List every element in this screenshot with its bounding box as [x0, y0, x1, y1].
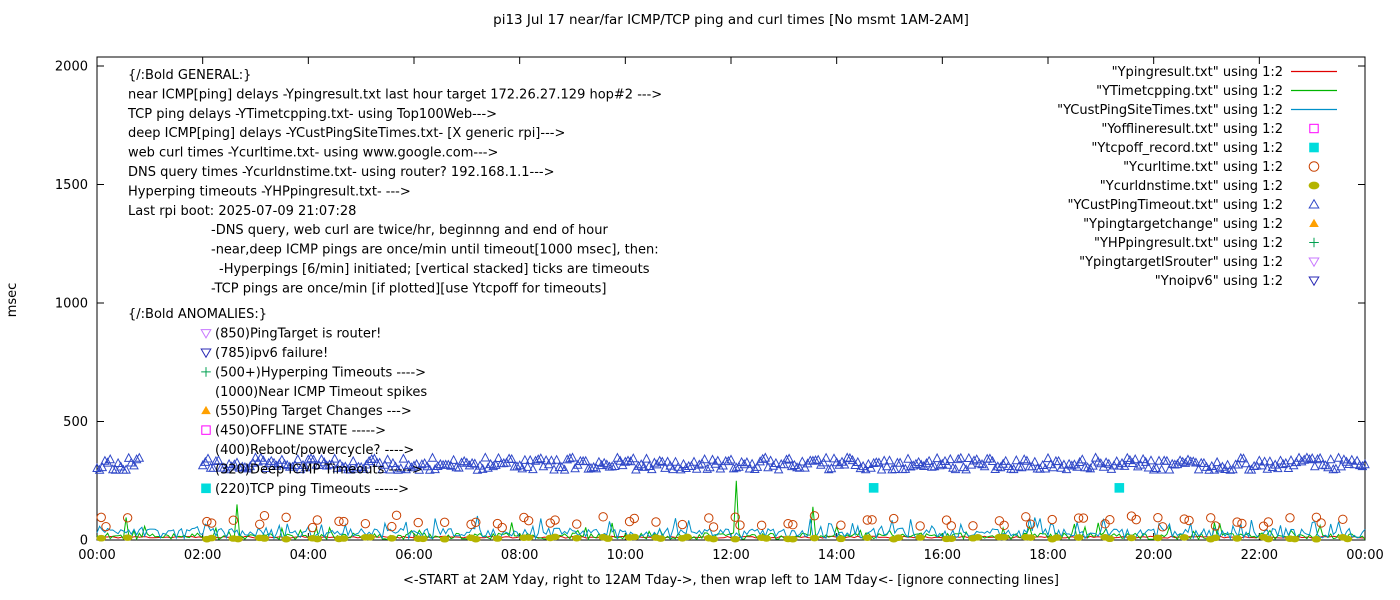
text-label: 500	[63, 415, 88, 430]
legend-item-Ynoipv6: "Ynoipv6" using 1:2	[1155, 274, 1320, 289]
legend-item-Ycurldnstime: "Ycurldnstime.txt" using 1:2	[1100, 179, 1320, 194]
legend-item-YCustPingSiteTimes: "YCustPingSiteTimes.txt" using 1:2	[1057, 103, 1337, 118]
text-label: (500+)Hyperping Timeouts ---->	[215, 365, 426, 380]
text-label: -near,deep ICMP pings are once/min until…	[211, 243, 659, 258]
text-label: "Yofflineresult.txt" using 1:2	[1101, 122, 1283, 137]
legend-item-Ypingresult: "Ypingresult.txt" using 1:2	[1112, 65, 1337, 80]
y-axis-label: msec	[5, 283, 20, 318]
text-label: "Ycurltime.txt" using 1:2	[1123, 160, 1283, 175]
text-label: Hyperping timeouts -YHPpingresult.txt- -…	[128, 184, 411, 199]
series-Ycurltime	[96, 510, 1348, 533]
text-label: 2000	[55, 60, 88, 75]
text-label: "Ycurldnstime.txt" using 1:2	[1100, 179, 1283, 194]
text-label: (1000)Near ICMP Timeout spikes	[215, 385, 427, 400]
text-label: "YHPpingresult.txt" using 1:2	[1094, 236, 1283, 251]
text-label: web curl times -Ycurltime.txt- using www…	[128, 146, 498, 161]
text-label: 18:00	[1029, 548, 1066, 563]
series-YCustPingTimeout	[92, 452, 1370, 474]
text-label: 0	[80, 534, 88, 549]
legend-item-YpingtargetISrouter: "YpingtargetISrouter" using 1:2	[1079, 255, 1320, 270]
text-label: Last rpi boot: 2025-07-09 21:07:28	[128, 204, 356, 219]
legend-item-YHPpingresult: "YHPpingresult.txt" using 1:2	[1094, 236, 1319, 251]
legend-item-Yofflineresult: "Yofflineresult.txt" using 1:2	[1101, 122, 1319, 137]
text-label: "Ynoipv6" using 1:2	[1155, 274, 1283, 289]
text-label: "YpingtargetISrouter" using 1:2	[1079, 255, 1283, 270]
text-label: "YCustPingTimeout.txt" using 1:2	[1068, 198, 1283, 213]
text-label: -Hyperpings [6/min] initiated; [vertical…	[219, 262, 650, 277]
text-label: 02:00	[184, 548, 221, 563]
text-label: "Ypingtargetchange" using 1:2	[1083, 217, 1283, 232]
annotations: {/:Bold GENERAL:} near ICMP[ping] delays …	[127, 68, 662, 497]
text-label: (550)Ping Target Changes --->	[215, 404, 412, 419]
text-label: 20:00	[1135, 548, 1172, 563]
series-Ycurldnstime	[96, 533, 1353, 543]
text-label: 1500	[55, 178, 88, 193]
text-label: {/:Bold ANOMALIES:}	[128, 307, 267, 322]
text-label: (785)ipv6 failure!	[215, 346, 328, 361]
text-label: (850)PingTarget is router!	[215, 327, 381, 342]
text-label: 00:00	[1346, 548, 1383, 563]
series-Ytcpoff_record	[868, 483, 1125, 493]
text-label: 04:00	[290, 548, 327, 563]
text-label: 08:00	[501, 548, 538, 563]
text-label: near ICMP[ping] delays -Ypingresult.txt …	[128, 87, 662, 102]
text-label: DNS query times -Ycurldnstime.txt- using…	[128, 165, 554, 180]
text-label: -TCP pings are once/min [if plotted][use…	[211, 281, 606, 296]
legend-item-Ycurltime: "Ycurltime.txt" using 1:2	[1123, 160, 1320, 175]
text-label: -DNS query, web curl are twice/hr, begin…	[211, 223, 608, 238]
text-label: 10:00	[607, 548, 644, 563]
text-label: 06:00	[395, 548, 432, 563]
text-label: "Ypingresult.txt" using 1:2	[1112, 65, 1283, 80]
legend-item-YTimetcpping: "YTimetcpping.txt" using 1:2	[1096, 84, 1337, 99]
text-label: deep ICMP[ping] delays -YCustPingSiteTim…	[128, 126, 565, 141]
text-label: (220)TCP ping Timeouts ----->	[215, 482, 409, 497]
text-label: (400)Reboot/powercycle? ---->	[215, 443, 414, 458]
legend-item-YCustPingTimeout: "YCustPingTimeout.txt" using 1:2	[1068, 198, 1320, 213]
legend: "Ypingresult.txt" using 1:2 "YTimetcpping…	[1057, 65, 1337, 289]
text-label: 22:00	[1241, 548, 1278, 563]
text-label: 1000	[55, 297, 88, 312]
text-label: "YCustPingSiteTimes.txt" using 1:2	[1057, 103, 1283, 118]
text-label: TCP ping delays -YTimetcpping.txt- using…	[127, 107, 497, 122]
series-layer	[92, 452, 1370, 543]
legend-item-Ypingtargetchange: "Ypingtargetchange" using 1:2	[1083, 217, 1319, 232]
text-label: {/:Bold GENERAL:}	[128, 68, 251, 83]
text-label: 12:00	[712, 548, 749, 563]
text-label: "YTimetcpping.txt" using 1:2	[1096, 84, 1283, 99]
text-label: 16:00	[924, 548, 961, 563]
text-label: "Ytcpoff_record.txt" using 1:2	[1091, 141, 1283, 156]
text-label: 14:00	[818, 548, 855, 563]
text-label: (450)OFFLINE STATE ----->	[215, 424, 386, 439]
chart-title: pi13 Jul 17 near/far ICMP/TCP ping and c…	[493, 12, 969, 28]
text-label: 00:00	[78, 548, 115, 563]
legend-item-Ytcpoff_record: "Ytcpoff_record.txt" using 1:2	[1091, 141, 1319, 156]
tick-labels: 0 500 1000 1500 2000 00:00 02:00 04:00 06:00 08:0…	[55, 60, 1384, 564]
text-label: (320)Deep ICMP Timeouts ----->	[215, 462, 423, 477]
x-axis-label: <-START at 2AM Yday, right to 12AM Tday-…	[403, 573, 1059, 588]
